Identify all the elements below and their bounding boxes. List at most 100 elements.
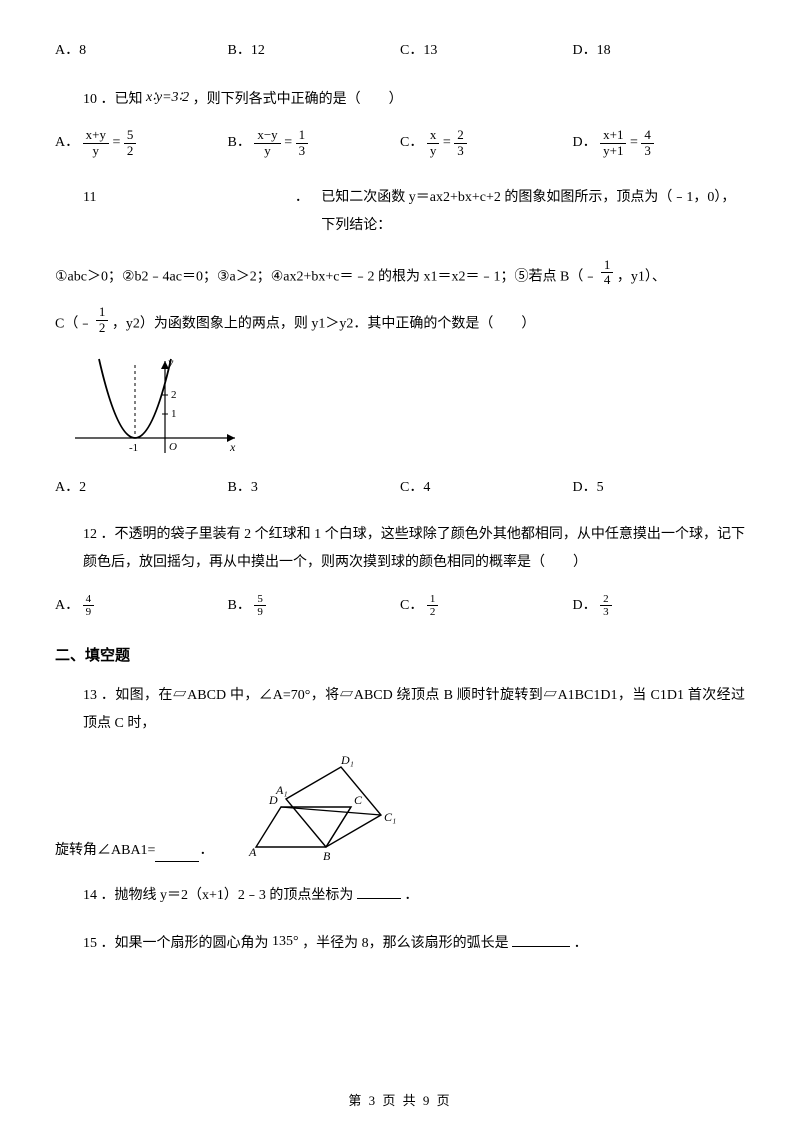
q12-options: A． 49 B． 59 C． 12 D． 23 bbox=[55, 593, 745, 618]
q14-blank bbox=[357, 884, 401, 899]
q9-opt-b: B．12 bbox=[228, 40, 401, 62]
q12-opt-a: A． 49 bbox=[55, 593, 228, 618]
lbl-C1: C₁ bbox=[384, 810, 396, 824]
q13-tail-row: 旋转角∠ABA1= ． A B C D A₁ C₁ D₁ bbox=[55, 752, 745, 862]
frac-rhs: 43 bbox=[641, 128, 654, 158]
q11-line2: ①abc＞0；②b2﹣4ac＝0；③a＞2；④ax2+bx+c＝﹣2 的根为 x… bbox=[55, 258, 745, 291]
frac: 23 bbox=[600, 593, 612, 618]
q11-l2a: ①abc＞0；②b2﹣4ac＝0；③a＞2；④ax2+bx+c＝﹣2 的根为 x… bbox=[55, 269, 597, 284]
q13-tail-b: ． bbox=[199, 840, 213, 862]
q14-a: 14 ．抛物线 y＝2（x+1）2﹣3 的顶点坐标为 bbox=[83, 888, 353, 903]
q14-b: ． bbox=[404, 888, 418, 903]
frac: 12 bbox=[427, 593, 439, 618]
q10-opt-b: B． x−yy = 13 bbox=[228, 128, 401, 158]
q9-opt-d: D．18 bbox=[573, 40, 746, 62]
q10-stem-expr: x∶y=3∶2 bbox=[146, 90, 189, 105]
q11-l3a: C（﹣ bbox=[55, 317, 92, 332]
num: 1 bbox=[427, 593, 439, 605]
opt-label: A． bbox=[55, 135, 79, 150]
tick-x: -1 bbox=[129, 442, 138, 454]
opt-label: C． bbox=[400, 135, 423, 150]
tick-y1: 1 bbox=[171, 408, 177, 420]
lbl-A: A bbox=[248, 845, 257, 859]
num: x+1 bbox=[600, 128, 626, 142]
q11-frac2: 12 bbox=[96, 305, 109, 335]
frac-rhs: 23 bbox=[454, 128, 467, 158]
opt-label: A． bbox=[55, 598, 79, 613]
frac: 49 bbox=[83, 593, 95, 618]
q12-opt-d: D． 23 bbox=[573, 593, 746, 618]
num: 1 bbox=[601, 258, 614, 272]
q11-stem: 已知二次函数 y＝ax2+bx+c+2 的图象如图所示，顶点为（﹣1，0），下列… bbox=[321, 184, 745, 240]
q9-opt-c: C．13 bbox=[400, 40, 573, 62]
q11-line3: C（﹣ 12 ，y2）为函数图象上的两点，则 y1＞y2．其中正确的个数是（ ） bbox=[55, 305, 745, 338]
den: 9 bbox=[83, 605, 95, 618]
eq: = bbox=[630, 135, 641, 150]
opt-label: D． bbox=[573, 135, 597, 150]
q11-opt-c: C．4 bbox=[400, 477, 573, 499]
q13-figure: A B C D A₁ C₁ D₁ bbox=[221, 752, 421, 862]
q11-options: A．2 B．3 C．4 D．5 bbox=[55, 477, 745, 499]
lbl-C: C bbox=[354, 793, 363, 807]
frac-lhs: x+yy bbox=[83, 128, 109, 158]
q10-options: A． x+yy = 52 B． x−yy = 13 C． xy = 23 D． … bbox=[55, 128, 745, 158]
q13-blank bbox=[155, 847, 199, 862]
q11-dot: ． bbox=[295, 184, 321, 240]
opt-label: C． bbox=[400, 598, 423, 613]
section-2-title: 二、填空题 bbox=[55, 644, 745, 668]
num: 4 bbox=[641, 128, 654, 142]
frac-lhs: x+1y+1 bbox=[600, 128, 626, 158]
page-footer: 第 3 页 共 9 页 bbox=[0, 1091, 800, 1112]
q15-angle: 135° bbox=[272, 934, 299, 949]
q11-row1: 11 ． 已知二次函数 y＝ax2+bx+c+2 的图象如图所示，顶点为（﹣1，… bbox=[83, 184, 745, 240]
den: 2 bbox=[124, 143, 137, 158]
q12-text: 12 ．不透明的袋子里装有 2 个红球和 1 个白球，这些球除了颜色外其他都相同… bbox=[83, 527, 745, 570]
frac-lhs: xy bbox=[427, 128, 440, 158]
den: y bbox=[427, 143, 440, 158]
origin-label: O bbox=[169, 441, 177, 453]
num: 4 bbox=[83, 593, 95, 605]
q11-l3b: ，y2）为函数图象上的两点，则 y1＞y2．其中正确的个数是（ ） bbox=[112, 317, 536, 332]
q11-num: 11 bbox=[83, 184, 295, 240]
den: 4 bbox=[601, 272, 614, 287]
lbl-D1: D₁ bbox=[340, 753, 354, 767]
q11-opt-a: A．2 bbox=[55, 477, 228, 499]
frac-rhs: 52 bbox=[124, 128, 137, 158]
den: 3 bbox=[296, 143, 309, 158]
q11-graph: -1 1 2 y x O bbox=[65, 353, 245, 463]
page: A．8 B．12 C．13 D．18 10 ．已知 x∶y=3∶2 ，则下列各式… bbox=[0, 0, 800, 1132]
den: 3 bbox=[600, 605, 612, 618]
lbl-B: B bbox=[323, 849, 331, 862]
eq: = bbox=[443, 135, 454, 150]
den: y bbox=[254, 143, 280, 158]
q15-c: ． bbox=[574, 936, 588, 951]
q9-options: A．8 B．12 C．13 D．18 bbox=[55, 40, 745, 62]
q13-text: 13 ．如图，在▱ABCD 中，∠A=70°，将▱ABCD 绕顶点 B 顺时针旋… bbox=[83, 688, 745, 731]
num: 2 bbox=[454, 128, 467, 142]
q13-tail-a: 旋转角∠ABA1= bbox=[55, 840, 155, 862]
num: x−y bbox=[254, 128, 280, 142]
num: 5 bbox=[254, 593, 266, 605]
q10-opt-d: D． x+1y+1 = 43 bbox=[573, 128, 746, 158]
den: y+1 bbox=[600, 143, 626, 158]
num: 5 bbox=[124, 128, 137, 142]
frac: 59 bbox=[254, 593, 266, 618]
q11-l2b: ，y1）、 bbox=[617, 269, 666, 284]
q12-opt-b: B． 59 bbox=[228, 593, 401, 618]
opt-label: B． bbox=[228, 598, 251, 613]
num: 2 bbox=[600, 593, 612, 605]
q9-opt-a: A．8 bbox=[55, 40, 228, 62]
den: 2 bbox=[427, 605, 439, 618]
q12-opt-c: C． 12 bbox=[400, 593, 573, 618]
num: 1 bbox=[296, 128, 309, 142]
q15: 15 ．如果一个扇形的圆心角为 135° ，半径为 8，那么该扇形的弧长是 ． bbox=[83, 928, 745, 958]
eq: = bbox=[284, 135, 295, 150]
q10-stem: 10 ．已知 x∶y=3∶2 ，则下列各式中正确的是（ ） bbox=[83, 84, 745, 114]
q13-stem: 13 ．如图，在▱ABCD 中，∠A=70°，将▱ABCD 绕顶点 B 顺时针旋… bbox=[83, 682, 745, 738]
frac-rhs: 13 bbox=[296, 128, 309, 158]
num: 1 bbox=[96, 305, 109, 319]
den: 9 bbox=[254, 605, 266, 618]
eq: = bbox=[112, 135, 123, 150]
tick-y2: 2 bbox=[171, 389, 177, 401]
den: y bbox=[83, 143, 109, 158]
